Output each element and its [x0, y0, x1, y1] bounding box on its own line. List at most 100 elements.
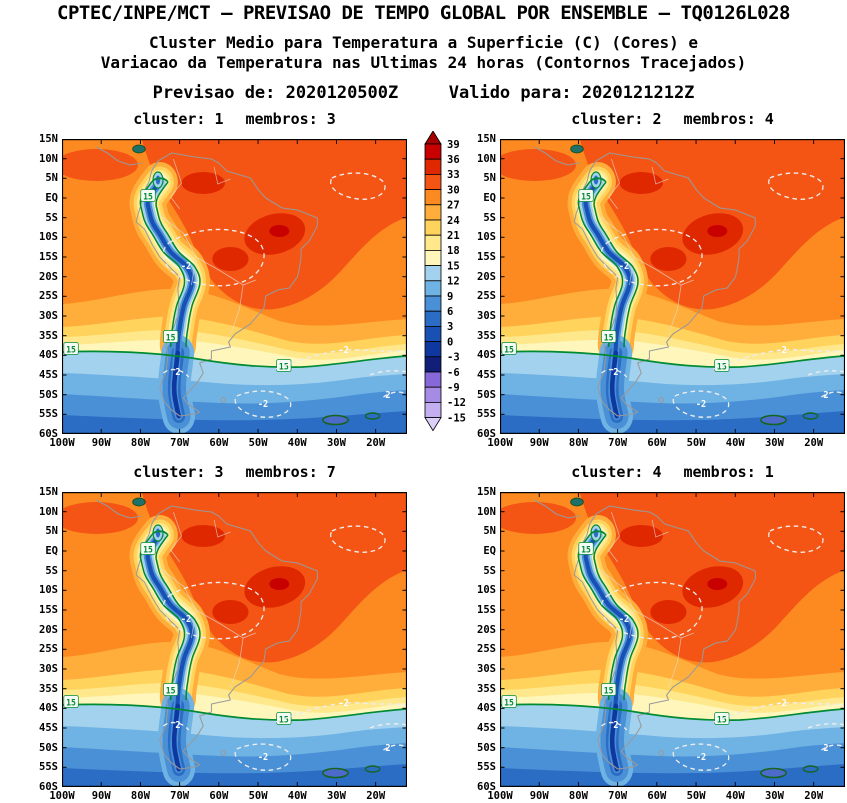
svg-text:33: 33: [447, 169, 460, 181]
variation-contours: [600, 172, 845, 418]
svg-text:12: 12: [447, 276, 460, 288]
lon-tick-label: 40W: [725, 437, 745, 449]
variation-contours: [162, 525, 407, 771]
previsao-value: 2020120500Z: [285, 83, 399, 103]
svg-text:-9: -9: [447, 382, 460, 394]
cluster-label: cluster:: [133, 463, 206, 481]
membros-number: 4: [764, 110, 774, 128]
lat-tick-label: 20S: [477, 270, 496, 283]
cluster-panel-1: cluster: 1 membros: 3 15N 10N 5N EQ 5S 10S 15S 20S…: [39, 110, 407, 449]
isotherm-15-contour: [62, 530, 407, 722]
lat-tick-label: 50S: [477, 388, 496, 401]
svg-text:-2: -2: [258, 753, 268, 763]
country-borders: [597, 511, 694, 689]
low-anomaly-outlines: [760, 412, 819, 426]
lon-axis: 100W 90W 80W 70W 60W 50W 40W 30W 20W: [49, 434, 407, 450]
svg-text:-2: -2: [258, 400, 268, 410]
panel-4-title: cluster: 4 membros: 1: [490, 463, 847, 481]
svg-text:15: 15: [447, 260, 460, 272]
svg-text:15: 15: [717, 362, 727, 372]
svg-text:-2: -2: [696, 400, 706, 410]
lon-tick-label: 80W: [130, 437, 150, 449]
low-anomaly-outlines: [322, 765, 381, 779]
lat-tick-label: 15N: [477, 486, 496, 498]
svg-text:30: 30: [447, 184, 460, 196]
lon-axis: 100W 90W 80W 70W 60W 50W 40W 30W 20W: [49, 787, 407, 803]
isotherm-15-contour: [500, 530, 845, 722]
lat-axis: 15N 10N 5N EQ 5S 10S 15S 20S 25S 30S 35S 40S 45S 50S 5…: [467, 134, 498, 440]
map-cluster-2: 15 15 15 15 -2 -2 -2 2 2: [500, 139, 845, 434]
lat-tick-label: 10S: [39, 231, 58, 244]
svg-text:15: 15: [66, 345, 76, 355]
lon-tick-label: 60W: [209, 437, 229, 449]
lat-tick-label: 15S: [39, 251, 58, 263]
svg-text:27: 27: [447, 200, 460, 212]
svg-text:39: 39: [447, 139, 460, 151]
panel-3-title: cluster: 3 membros: 7: [52, 463, 417, 481]
svg-text:15: 15: [166, 686, 176, 696]
svg-text:-2: -2: [338, 346, 348, 356]
map-cluster-3: 15 15 15 15 -2 -2 -2 2 2: [62, 492, 407, 787]
valido-label: Valido para:: [448, 83, 572, 103]
lon-tick-label: 100W: [49, 790, 75, 802]
cluster-panel-3: cluster: 3 membros: 7 15N 10N 5N EQ 5S 10S 15S 20S…: [39, 463, 407, 802]
lat-tick-label: 5S: [483, 564, 496, 577]
lat-tick-label: 15S: [39, 604, 58, 616]
lat-tick-label: 10S: [477, 231, 496, 244]
svg-text:15: 15: [581, 545, 591, 555]
isotherm-15-labels: 15 15 15 15: [63, 189, 292, 373]
lon-tick-label: 80W: [568, 790, 588, 802]
svg-text:-2: -2: [181, 615, 191, 625]
lon-tick-label: 80W: [130, 790, 150, 802]
lat-tick-label: 50S: [477, 741, 496, 754]
lat-tick-label: 10N: [39, 152, 58, 165]
lat-tick-label: 40S: [39, 349, 58, 362]
svg-text:2: 2: [385, 391, 390, 401]
svg-text:2: 2: [175, 721, 180, 731]
lon-tick-label: 80W: [568, 437, 588, 449]
lat-tick-label: 60S: [39, 428, 58, 440]
isotherm-15-labels: 15 15 15 15: [501, 189, 730, 373]
lat-tick-label: 20S: [39, 270, 58, 283]
svg-text:-12: -12: [447, 397, 466, 409]
svg-text:-3: -3: [447, 352, 460, 364]
temperature-colorbar: 39 36 33 30 27 24 21 18 15 12 9 6 3 0 -3 -6 -9 -12 -15: [421, 130, 477, 437]
membros-label: membros:: [245, 463, 318, 481]
lon-tick-label: 20W: [366, 437, 386, 449]
cluster-number: 4: [652, 463, 662, 481]
cluster-label: cluster:: [571, 110, 644, 128]
lon-tick-label: 70W: [608, 437, 628, 449]
svg-text:15: 15: [143, 192, 153, 202]
lon-tick-label: 40W: [287, 790, 307, 802]
svg-text:-2: -2: [619, 615, 629, 625]
cluster-number: 1: [214, 110, 224, 128]
lat-tick-label: 5N: [483, 525, 496, 538]
svg-text:15: 15: [581, 192, 591, 202]
lat-tick-label: 60S: [477, 781, 496, 793]
lon-tick-label: 30W: [326, 437, 346, 449]
lon-tick-label: 100W: [487, 437, 513, 449]
lat-tick-label: 35S: [39, 682, 58, 695]
svg-text:-2: -2: [776, 346, 786, 356]
cluster-panel-2: cluster: 2 membros: 4 15N 10N 5N EQ 5S 10S 15S 20S…: [477, 110, 845, 449]
lat-tick-label: 10S: [39, 584, 58, 597]
svg-text:3: 3: [447, 321, 453, 333]
country-borders: [597, 158, 694, 336]
svg-text:21: 21: [447, 230, 460, 242]
membros-label: membros:: [245, 110, 318, 128]
lon-tick-label: 30W: [326, 790, 346, 802]
andes-cold-band: [567, 162, 648, 434]
lat-tick-label: 40S: [477, 702, 496, 715]
lat-tick-label: EQ: [45, 192, 58, 204]
svg-text:15: 15: [66, 698, 76, 708]
lon-tick-label: 30W: [764, 790, 784, 802]
svg-text:15: 15: [504, 698, 514, 708]
svg-text:2: 2: [175, 368, 180, 378]
lon-tick-label: 60W: [647, 437, 667, 449]
lat-tick-label: 35S: [477, 329, 496, 342]
svg-text:-6: -6: [447, 367, 460, 379]
lon-tick-label: 20W: [804, 790, 824, 802]
lon-axis: 100W 90W 80W 70W 60W 50W 40W 30W 20W: [487, 434, 845, 450]
svg-text:18: 18: [447, 245, 460, 257]
lat-tick-label: 15S: [477, 604, 496, 616]
